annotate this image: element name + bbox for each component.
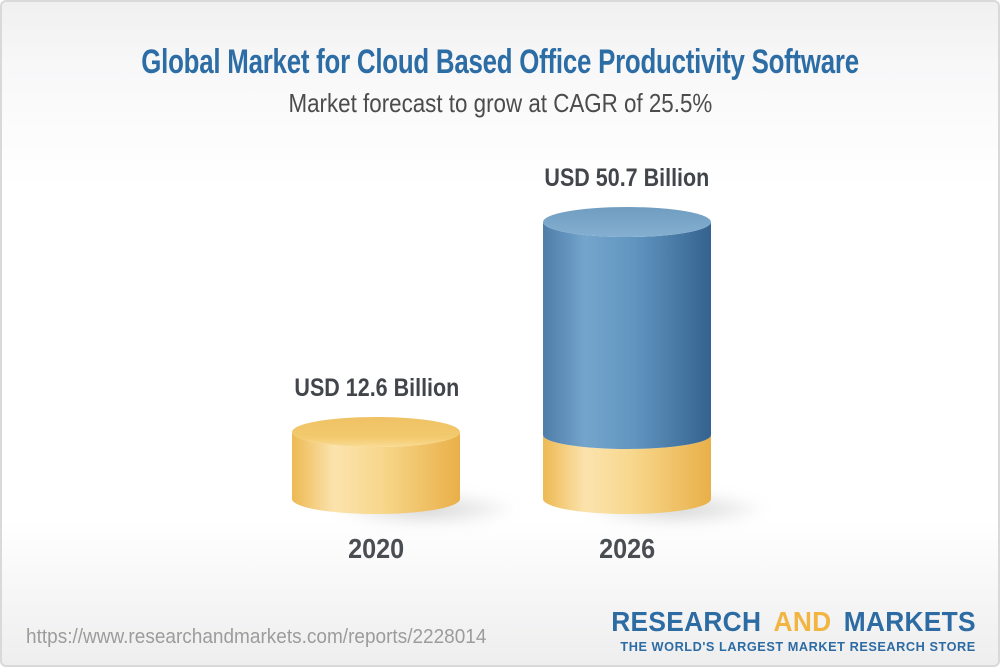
x-axis-label-2026: 2026	[598, 533, 656, 564]
brand-logo-tagline: THE WORLD'S LARGEST MARKET RESEARCH STOR…	[620, 639, 976, 654]
bar-cylinder-2020	[292, 417, 460, 514]
logo-word-research: RESEARCH	[611, 606, 762, 637]
brand-logo: RESEARCH AND MARKETS THE WORLD'S LARGEST…	[588, 608, 976, 655]
page-subtitle: Market forecast to grow at CAGR of 25.5%	[2, 88, 998, 119]
page-subtitle-text: Market forecast to grow at CAGR of 25.5%	[288, 88, 712, 118]
brand-logo-wordmark: RESEARCH AND MARKETS	[611, 608, 976, 636]
logo-word-markets: MARKETS	[843, 606, 976, 637]
logo-word-and: AND	[773, 606, 832, 637]
value-label-2026: USD 50.7 Billion	[544, 164, 710, 192]
x-axis-label-2020: 2020	[347, 533, 405, 564]
page-title: Global Market for Cloud Based Office Pro…	[2, 43, 998, 82]
bar-cylinder-2026	[543, 207, 711, 514]
value-label-2020: USD 12.6 Billion	[294, 374, 460, 402]
source-url: https://www.researchandmarkets.com/repor…	[26, 626, 487, 648]
page-title-text: Global Market for Cloud Based Office Pro…	[141, 43, 859, 81]
